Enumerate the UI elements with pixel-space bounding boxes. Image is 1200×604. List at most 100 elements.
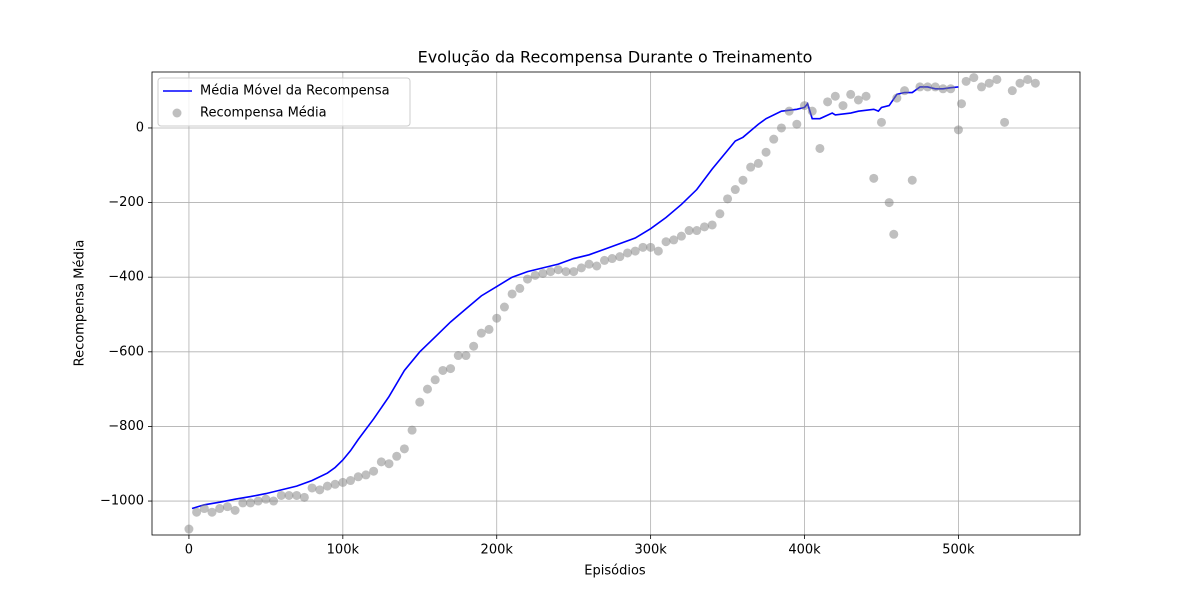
y-tick-label: −800 xyxy=(108,419,144,434)
scatter-point xyxy=(892,93,902,103)
scatter-point xyxy=(392,451,402,461)
x-tick-label: 300k xyxy=(634,543,667,558)
scatter-point xyxy=(884,198,894,208)
scatter-point xyxy=(192,507,202,517)
scatter-point xyxy=(338,477,348,487)
scatter-point xyxy=(684,226,694,236)
scatter-point xyxy=(376,457,386,467)
scatter-point xyxy=(330,479,340,489)
scatter-point xyxy=(245,498,255,508)
y-tick-label: −400 xyxy=(108,270,144,285)
scatter-point xyxy=(992,74,1002,84)
scatter-point xyxy=(553,265,563,275)
x-tick-label: 100k xyxy=(327,543,360,558)
scatter-point xyxy=(692,226,702,236)
scatter-point xyxy=(253,496,263,506)
scatter-point xyxy=(792,119,802,129)
scatter-point xyxy=(261,494,271,504)
scatter-point xyxy=(1015,78,1025,88)
scatter-point xyxy=(638,242,648,252)
scatter-point xyxy=(307,483,317,493)
scatter-point xyxy=(761,147,771,157)
scatter-point xyxy=(523,274,533,284)
scatter-point xyxy=(499,302,509,312)
scatter-point xyxy=(861,91,871,101)
scatter-point xyxy=(846,89,856,99)
scatter-point xyxy=(507,289,517,299)
scatter-point xyxy=(653,246,663,256)
scatter-point xyxy=(1023,74,1033,84)
scatter-point xyxy=(784,106,794,116)
plot xyxy=(184,73,1040,534)
scatter-point xyxy=(422,384,432,394)
scatter-point xyxy=(953,125,963,135)
scatter-point xyxy=(607,254,617,264)
y-tick-label: 0 xyxy=(136,120,144,135)
legend-box xyxy=(157,77,411,127)
x-axis-label: Episódios xyxy=(584,564,646,579)
scatter-point xyxy=(415,397,425,407)
scatter-point xyxy=(461,351,471,361)
scatter-point xyxy=(299,492,309,502)
scatter-point xyxy=(1007,86,1017,96)
scatter-point xyxy=(776,123,786,133)
scatter-point xyxy=(538,268,548,278)
scatter-point xyxy=(546,267,556,277)
scatter-point xyxy=(853,95,863,105)
scatter-point xyxy=(876,117,886,127)
scatter-point xyxy=(723,194,733,204)
scatter-point xyxy=(569,267,579,277)
scatter-point xyxy=(900,86,910,96)
legend-marker xyxy=(172,108,182,118)
legend-label: Recompensa Média xyxy=(200,106,327,121)
y-tick-label: −1000 xyxy=(100,494,144,509)
scatter-point xyxy=(199,504,209,514)
scatter-point xyxy=(907,175,917,185)
scatter-point xyxy=(738,175,748,185)
scatter-point xyxy=(292,490,302,500)
chart-title: Evolução da Recompensa Durante o Treinam… xyxy=(418,48,813,67)
scatter-point xyxy=(946,84,956,94)
scatter-point xyxy=(930,82,940,92)
scatter-point xyxy=(238,498,248,508)
scatter-point xyxy=(1000,117,1010,127)
scatter-point xyxy=(222,502,232,512)
legend: Média Móvel da Recompensa Recompensa Médi… xyxy=(157,77,411,127)
x-tick-label: 500k xyxy=(942,543,975,558)
scatter-point xyxy=(399,444,409,454)
scatter-point xyxy=(469,341,479,351)
scatter-point xyxy=(276,490,286,500)
scatter-point xyxy=(661,237,671,247)
scatter-point xyxy=(830,91,840,101)
scatter-point xyxy=(492,313,502,323)
scatter-point xyxy=(230,505,240,515)
scatter-point xyxy=(869,173,879,183)
scatter-point xyxy=(453,351,463,361)
scatter-point xyxy=(730,185,740,195)
scatter-point xyxy=(346,476,356,486)
scatter-point xyxy=(592,261,602,271)
scatter-point xyxy=(956,99,966,109)
scatter-point xyxy=(699,222,709,232)
scatter-point xyxy=(915,82,925,92)
y-axis-label: Recompensa Média xyxy=(73,240,88,367)
scatter-point xyxy=(977,82,987,92)
scatter-point xyxy=(476,328,486,338)
scatter-point xyxy=(630,246,640,256)
scatter-point xyxy=(823,97,833,107)
scatter-point xyxy=(938,84,948,94)
scatter-point xyxy=(615,252,625,262)
legend-label: Média Móvel da Recompensa xyxy=(200,84,390,99)
scatter-point xyxy=(807,106,817,116)
y-tick-label: −200 xyxy=(108,195,144,210)
scatter-point xyxy=(599,255,609,265)
scatter-point xyxy=(353,472,363,482)
scatter-point xyxy=(315,485,325,495)
scatter-point xyxy=(889,229,899,239)
scatter-point xyxy=(1030,78,1040,88)
scatter-point xyxy=(515,283,525,293)
x-tick-label: 0 xyxy=(185,543,193,558)
scatter-point xyxy=(215,504,225,514)
scatter-point xyxy=(361,470,371,480)
